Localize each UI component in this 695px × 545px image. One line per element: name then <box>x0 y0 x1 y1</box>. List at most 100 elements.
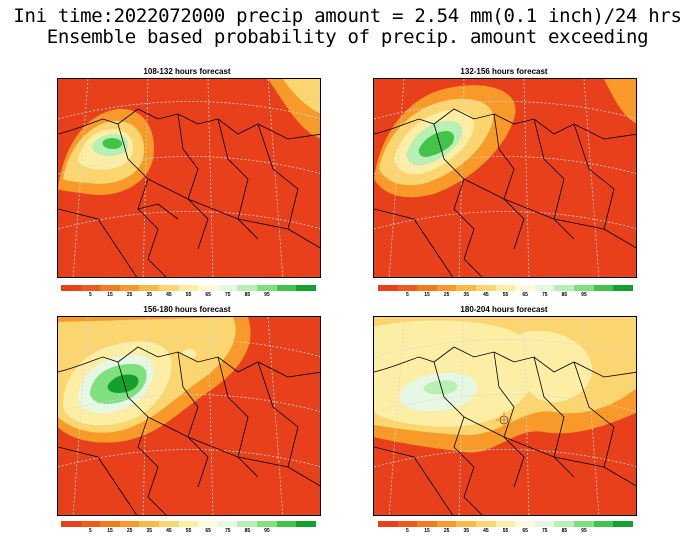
colorbar-label: 85 <box>561 292 568 298</box>
colorbar-swatch <box>456 521 477 527</box>
colorbar-swatch <box>100 285 120 291</box>
colorbar-label: 55 <box>502 292 509 298</box>
colorbar-swatch <box>495 285 516 291</box>
colorbar-swatch <box>613 521 633 527</box>
colorbar-swatch <box>257 521 277 527</box>
colorbar-top-left <box>61 285 316 291</box>
colorbar-swatch <box>397 521 418 527</box>
colorbar-label: 55 <box>185 292 192 298</box>
colorbar-label: 55 <box>185 528 192 534</box>
colorbar-swatch <box>593 521 614 527</box>
colorbar-swatch <box>495 521 516 527</box>
colorbar-swatch <box>515 285 535 291</box>
colorbar-label: 15 <box>107 528 113 534</box>
colorbar-label: 75 <box>541 292 548 298</box>
colorbar-top-right <box>378 285 633 291</box>
colorbar-label: 35 <box>146 528 153 534</box>
colorbar-label: 45 <box>483 528 489 534</box>
colorbar-swatch <box>476 521 496 527</box>
colorbar-swatch <box>554 285 575 291</box>
panel-title-1: 108-132 hours forecast <box>143 67 231 76</box>
colorbar-labels-bottom-right: 5 15 25 35 45 55 65 75 85 95 <box>378 528 633 536</box>
colorbar-swatch <box>476 285 496 291</box>
colorbar-swatch <box>159 521 179 527</box>
colorbar-bottom-right <box>378 521 633 527</box>
colorbar-label: 85 <box>244 292 251 298</box>
colorbar-swatch <box>554 521 575 527</box>
map-panel-3 <box>57 316 321 516</box>
colorbar-label: 45 <box>166 528 172 534</box>
colorbar-swatch <box>397 285 418 291</box>
colorbar-labels-top-left: 5 15 25 35 45 55 65 75 85 95 <box>61 292 316 300</box>
colorbar-swatch <box>296 521 316 527</box>
colorbar-label: 15 <box>107 292 113 298</box>
map-panel-1 <box>57 78 321 278</box>
colorbar-label: 85 <box>561 528 568 534</box>
colorbar-label: 55 <box>502 528 509 534</box>
colorbar-label: 45 <box>483 292 489 298</box>
colorbar-labels-top-right: 5 15 25 35 45 55 65 75 85 95 <box>378 292 633 300</box>
colorbar-label: 15 <box>424 292 430 298</box>
colorbar-swatch <box>119 521 140 527</box>
colorbar-label: 95 <box>264 292 270 298</box>
colorbar-swatch <box>237 521 258 527</box>
colorbar-label: 25 <box>443 292 450 298</box>
colorbar-swatch <box>515 521 535 527</box>
colorbar-swatch <box>178 521 199 527</box>
colorbar-label: 65 <box>205 292 211 298</box>
colorbar-swatch <box>436 285 457 291</box>
colorbar-swatch <box>139 521 160 527</box>
map-panel-4 <box>373 316 637 516</box>
colorbar-swatch <box>574 521 594 527</box>
panel-title-4: 180-204 hours forecast <box>460 305 548 314</box>
panel-title-2: 132-156 hours forecast <box>460 67 548 76</box>
colorbar-label: 85 <box>244 528 251 534</box>
colorbar-swatch <box>198 285 218 291</box>
colorbar-swatch <box>61 521 81 527</box>
colorbar-label: 95 <box>581 292 587 298</box>
colorbar-swatch <box>378 521 398 527</box>
colorbar-swatch <box>417 285 437 291</box>
colorbar-label: 75 <box>224 528 231 534</box>
colorbar-swatch <box>613 285 633 291</box>
colorbar-label: 45 <box>166 292 172 298</box>
colorbar-swatch <box>378 285 398 291</box>
colorbar-swatch <box>198 521 218 527</box>
colorbar-label: 35 <box>463 292 470 298</box>
colorbar-label: 5 <box>89 292 92 298</box>
colorbar-label: 5 <box>89 528 92 534</box>
colorbar-label: 65 <box>205 528 211 534</box>
colorbar-bottom-left <box>61 521 316 527</box>
colorbar-swatch <box>276 285 297 291</box>
colorbar-label: 35 <box>146 292 153 298</box>
colorbar-label: 95 <box>581 528 587 534</box>
colorbar-label: 75 <box>224 292 231 298</box>
colorbar-label: 35 <box>463 528 470 534</box>
colorbar-label: 65 <box>522 292 528 298</box>
colorbar-label: 25 <box>443 528 450 534</box>
colorbar-labels-bottom-left: 5 15 25 35 45 55 65 75 85 95 <box>61 528 316 536</box>
colorbar-label: 65 <box>522 528 528 534</box>
colorbar-swatch <box>534 521 555 527</box>
colorbar-swatch <box>296 285 316 291</box>
colorbar-swatch <box>178 285 199 291</box>
map-panel-2 <box>373 78 637 278</box>
colorbar-label: 25 <box>126 528 133 534</box>
colorbar-swatch <box>139 285 160 291</box>
colorbar-label: 5 <box>406 528 409 534</box>
colorbar-swatch <box>574 285 594 291</box>
colorbar-swatch <box>534 285 555 291</box>
colorbar-swatch <box>217 521 238 527</box>
colorbar-swatch <box>61 285 81 291</box>
colorbar-swatch <box>159 285 179 291</box>
colorbar-swatch <box>217 285 238 291</box>
colorbar-swatch <box>237 285 258 291</box>
colorbar-swatch <box>593 285 614 291</box>
colorbar-label: 5 <box>406 292 409 298</box>
colorbar-swatch <box>100 521 120 527</box>
colorbar-label: 15 <box>424 528 430 534</box>
colorbar-label: 75 <box>541 528 548 534</box>
colorbar-label: 25 <box>126 292 133 298</box>
colorbar-swatch <box>276 521 297 527</box>
panel-title-3: 156-180 hours forecast <box>143 305 231 314</box>
